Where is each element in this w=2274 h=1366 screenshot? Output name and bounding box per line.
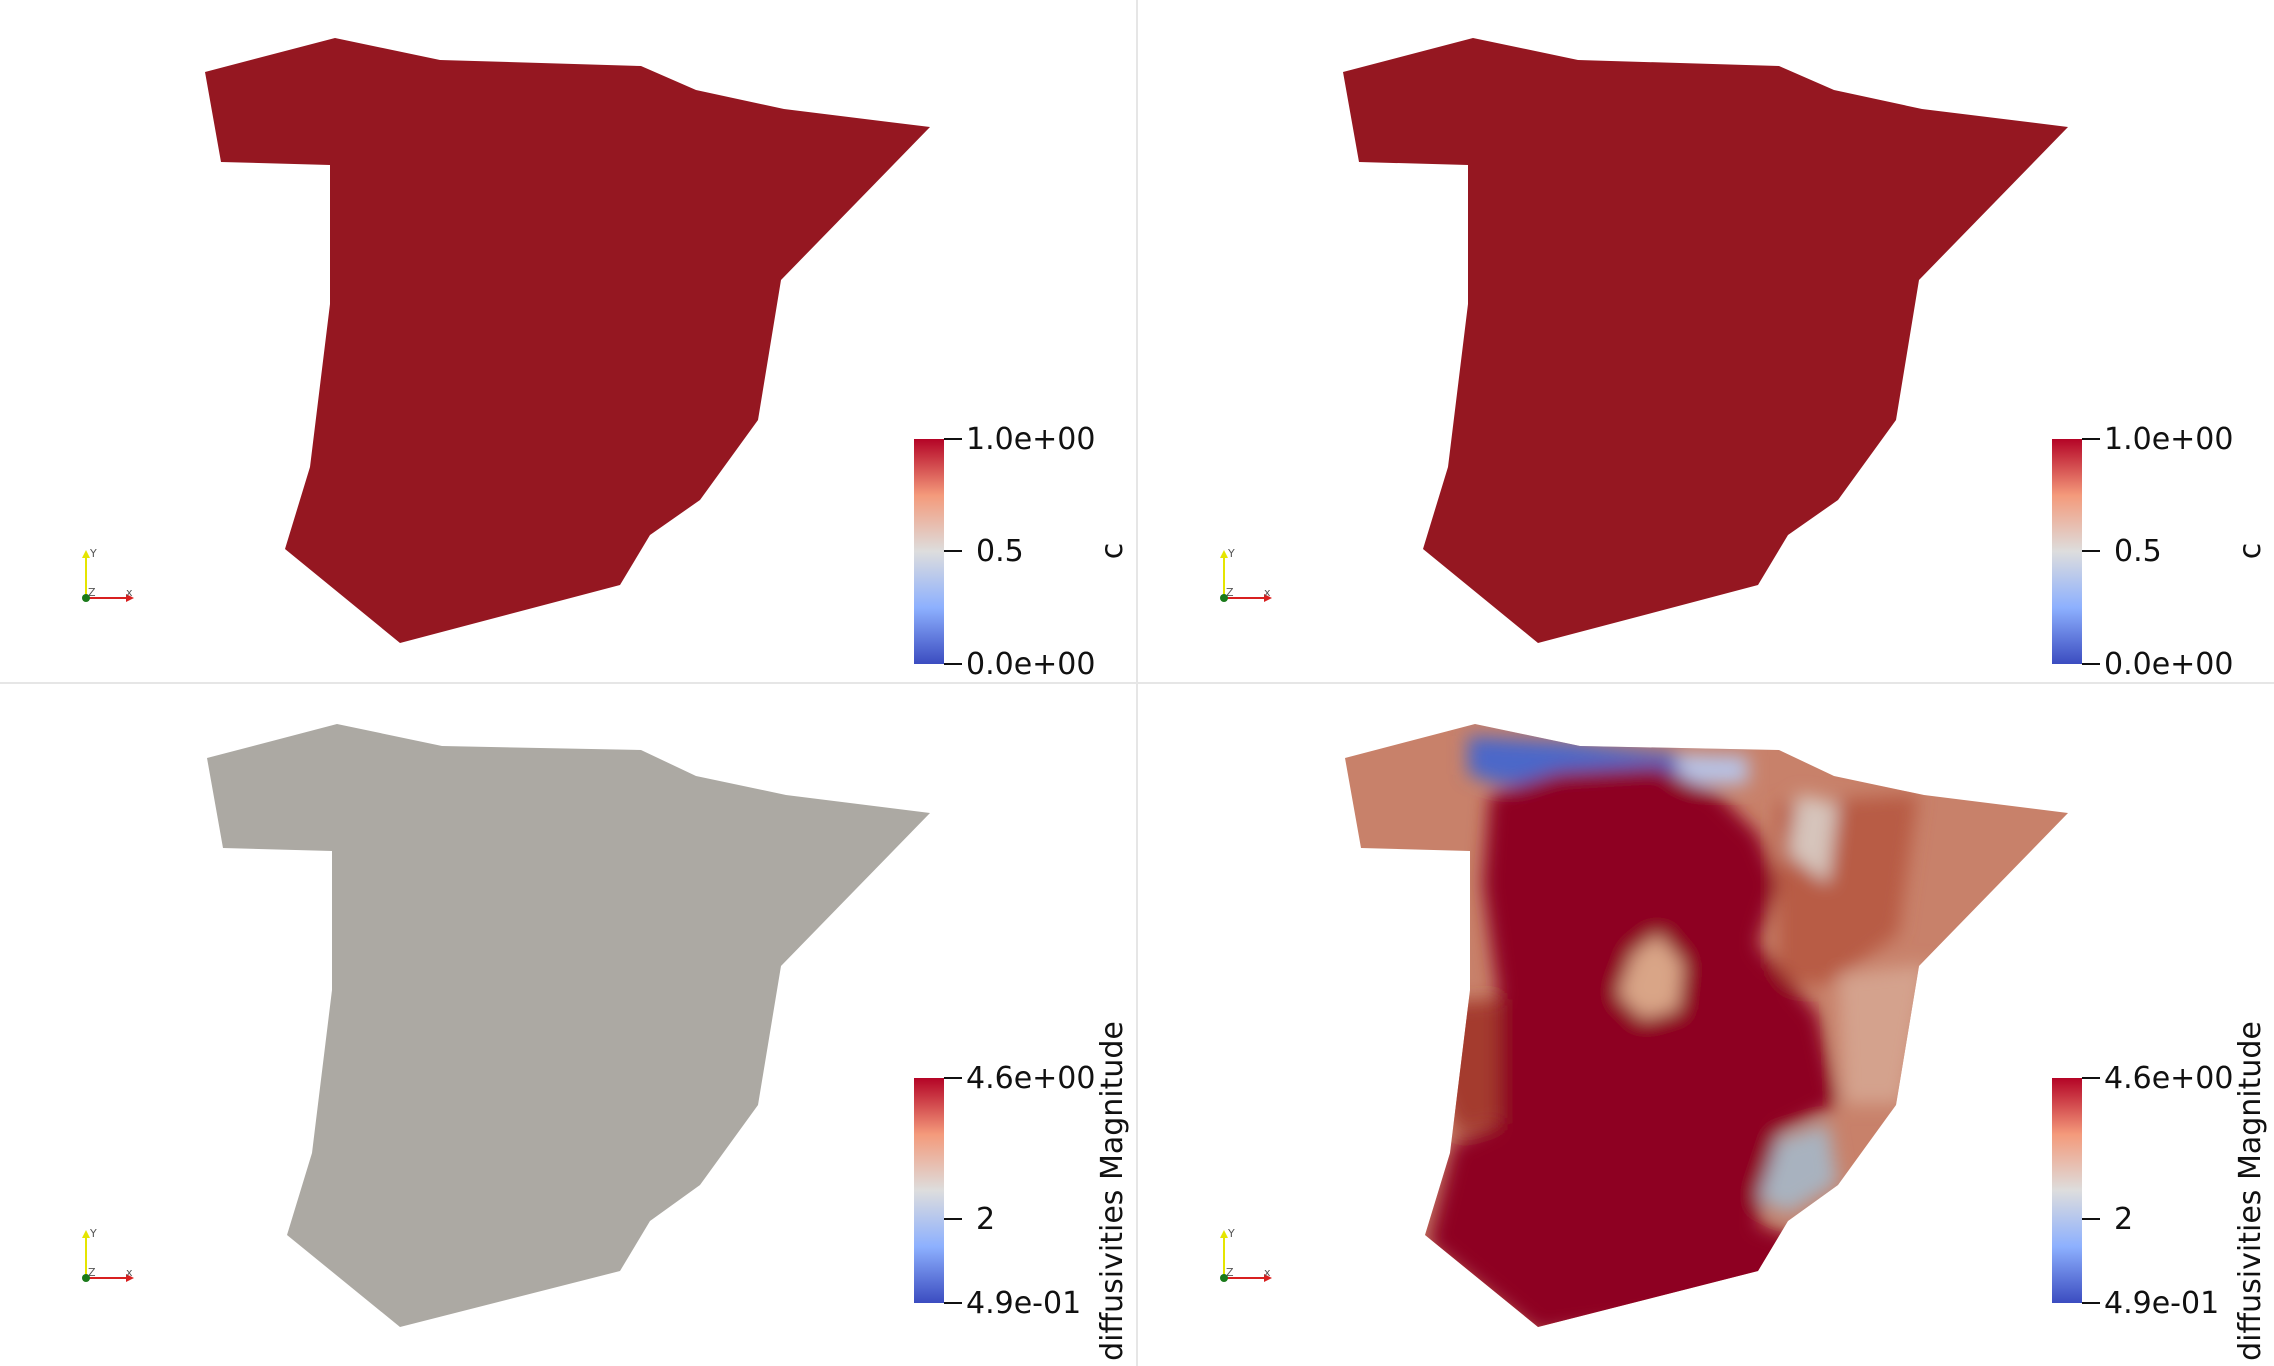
- scalarbar-max-label: 4.6e+00: [966, 1061, 1095, 1096]
- scalarbar-title: c: [1095, 543, 1130, 560]
- axis-x-label: x: [126, 586, 133, 599]
- orientation-axes-icon: Y Z x: [82, 1227, 134, 1282]
- axis-y-label: Y: [89, 547, 97, 560]
- render-view-top-right[interactable]: 1.0e+00 0.5 0.0e+00 c Y Z x: [1138, 0, 2274, 682]
- orientation-axes-icon: Y Z x: [1220, 547, 1272, 602]
- domain-mesh: [207, 724, 930, 1327]
- scalarbar-min-label: 0.0e+00: [2104, 647, 2233, 682]
- scalarbar-gradient: [2052, 1078, 2082, 1303]
- scalarbar-max-label: 1.0e+00: [2104, 422, 2233, 457]
- scalarbar-min-label: 4.9e-01: [2104, 1286, 2219, 1321]
- scalarbar-min-label: 4.9e-01: [966, 1286, 1081, 1321]
- render-canvas: 4.6e+00 2 4.9e-01 diffusivities Magnitud…: [82, 724, 1130, 1361]
- render-canvas: 1.0e+00 0.5 0.0e+00 c Y Z x: [1220, 38, 2268, 682]
- domain-mesh: [1343, 38, 2068, 643]
- scalarbar-gradient: [2052, 439, 2082, 664]
- scalarbar-gradient: [914, 439, 944, 664]
- scalarbar-mid-label: 0.5: [976, 534, 1024, 569]
- scalarbar-mid-label: 0.5: [2114, 534, 2162, 569]
- axis-x-label: x: [126, 1266, 133, 1279]
- axis-y-label: Y: [1227, 547, 1235, 560]
- axis-y-label: Y: [89, 1227, 97, 1240]
- scalarbar-min-label: 0.0e+00: [966, 647, 1095, 682]
- axis-z-label: Z: [1226, 586, 1234, 599]
- axis-z-label: Z: [88, 1266, 96, 1279]
- axis-y-label: Y: [1227, 1227, 1235, 1240]
- domain-mesh: [1345, 724, 2068, 1327]
- axis-x-label: x: [1264, 586, 1271, 599]
- render-view-top-left[interactable]: 1.0e+00 0.5 0.0e+00 c Y Z x: [0, 0, 1136, 682]
- render-canvas: 1.0e+00 0.5 0.0e+00 c Y Z x: [82, 38, 1130, 682]
- render-view-bottom-right[interactable]: 4.6e+00 2 4.9e-01 diffusivities Magnitud…: [1138, 684, 2274, 1366]
- scalarbar-title: diffusivities Magnitude: [1095, 1021, 1130, 1361]
- scalarbar-title: c: [2233, 543, 2268, 560]
- orientation-axes-icon: Y Z x: [82, 547, 134, 602]
- render-view-bottom-left[interactable]: 4.6e+00 2 4.9e-01 diffusivities Magnitud…: [0, 684, 1136, 1366]
- scalarbar-mid-label: 2: [2114, 1202, 2133, 1237]
- scalarbar-mid-label: 2: [976, 1202, 995, 1237]
- axis-z-label: Z: [1226, 1266, 1234, 1279]
- axis-x-label: x: [1264, 1266, 1271, 1279]
- scalarbar-title: diffusivities Magnitude: [2233, 1021, 2268, 1361]
- scalarbar-max-label: 4.6e+00: [2104, 1061, 2233, 1096]
- render-canvas: 4.6e+00 2 4.9e-01 diffusivities Magnitud…: [1220, 724, 2268, 1361]
- domain-mesh: [205, 38, 930, 643]
- scalarbar-max-label: 1.0e+00: [966, 422, 1095, 457]
- orientation-axes-icon: Y Z x: [1220, 1227, 1272, 1282]
- scalarbar-gradient: [914, 1078, 944, 1303]
- axis-z-label: Z: [88, 586, 96, 599]
- horizontal-divider: [0, 682, 2274, 684]
